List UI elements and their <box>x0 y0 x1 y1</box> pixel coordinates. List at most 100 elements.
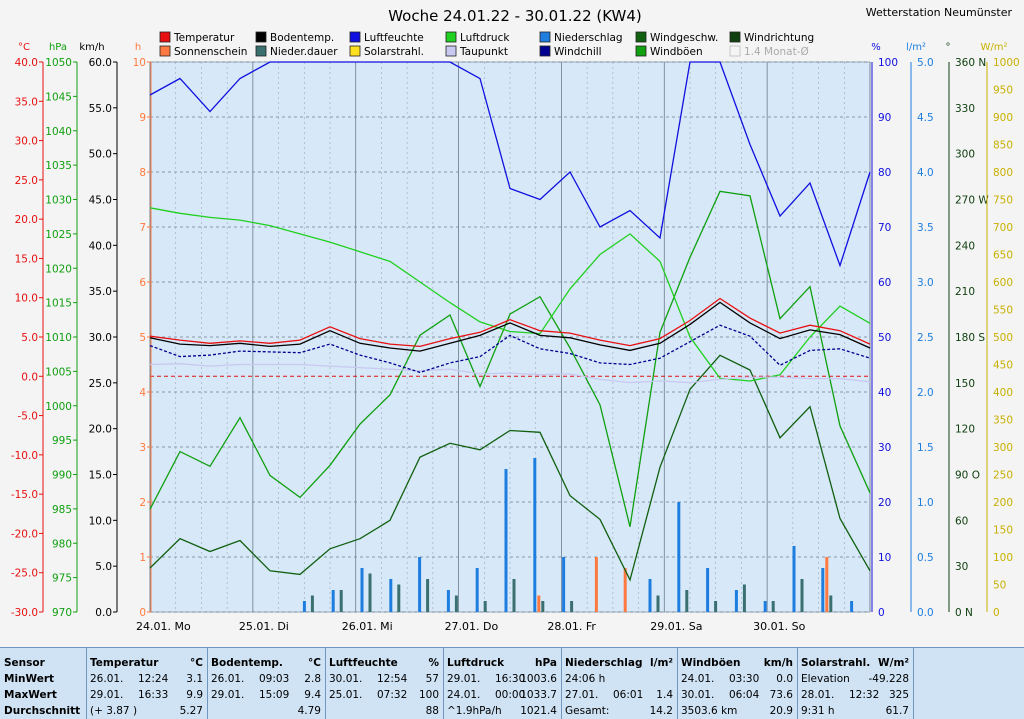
legend-label: Windböen <box>650 46 703 58</box>
axis-unit-left: km/h <box>79 42 104 53</box>
stats-row: 9:31 h 61.7 <box>801 704 909 718</box>
series-line-bodentemp- <box>149 301 871 352</box>
stats-block-unit: l/m² <box>650 657 673 669</box>
bar-niederschlag <box>648 579 652 612</box>
series <box>149 61 871 612</box>
axis-tick-label: 1040 <box>45 126 72 138</box>
stats-block-header: Bodentemp. °C <box>211 656 321 670</box>
stats-block-header: Luftfeuchte% <box>329 656 439 670</box>
stats-block-title: Solarstrahl. <box>801 657 871 669</box>
bar-niederschlag <box>821 568 825 612</box>
stats-cell: 12:24 <box>138 673 169 685</box>
axis-tick-label: 990 <box>52 470 72 482</box>
axis-tick-label: 10 <box>133 57 146 69</box>
axis-tick-label: 1000 <box>993 57 1020 69</box>
stats-cell: 29.01. <box>447 673 481 685</box>
axis-tick-label: 4 <box>139 387 146 399</box>
axis-tick-label: 30.0 <box>15 136 38 148</box>
stats-cell: 29.01. <box>211 689 245 701</box>
axis-tick-label: 1030 <box>45 195 72 207</box>
stats-block-header: Windböen km/h <box>681 656 793 670</box>
stats-block: Temperatur °C 26.01. 12:24 3.1 29.01. 16:33 9.9… <box>86 648 208 719</box>
stats-block: Solarstrahl. W/m² Elevation -49.228 28.01. 12… <box>797 648 914 719</box>
bar-niederschlag <box>331 590 335 612</box>
legend-swatch <box>349 45 361 57</box>
axis-tick-label: -20.0 <box>11 528 38 540</box>
axis-tick-label: 45.0 <box>89 195 112 207</box>
axis-tick-label: 30 <box>878 442 891 454</box>
stats-cell: 30.01. <box>681 689 715 701</box>
stats-row: (+ 3.87 ) 5.27 <box>90 704 203 718</box>
stats-row: 3503.6 km 20.9 <box>681 704 793 718</box>
x-axis-label: 25.01. Di <box>239 620 289 633</box>
axis-tick-label: -30.0 <box>11 607 38 619</box>
legend-swatch <box>255 45 267 57</box>
bar-nieder-dauer <box>685 590 689 612</box>
axis-tick-label: 975 <box>52 573 72 585</box>
bar-niederschlag <box>446 590 450 612</box>
legend-swatch <box>445 45 457 57</box>
stats-block-unit: km/h <box>763 657 793 669</box>
axis-tick-label: 2 <box>139 497 146 509</box>
axis-tick-label: 0 <box>993 607 1000 619</box>
stats-cell: 325 <box>888 689 909 701</box>
legend-label: Taupunkt <box>459 46 508 58</box>
axis-tick-label: 210 <box>955 286 975 298</box>
stats-row: 29.01. 16:33 9.9 <box>90 688 203 702</box>
legend-label: Bodentemp. <box>270 32 334 44</box>
legend-swatch <box>539 31 551 43</box>
stats-block: Windböen km/h 24.01. 03:30 0.0 30.01. 06:04 73.… <box>677 648 798 719</box>
axis-tick-label: 0.0 <box>21 371 38 383</box>
stats-cell: Elevation <box>801 673 850 685</box>
stats-row: Gesamt: 14.2 <box>565 704 673 718</box>
stats-block-header: Luftdruck hPa <box>447 656 557 670</box>
axis-tick-label: 1.5 <box>917 442 934 454</box>
axis-tick-label: 10 <box>878 552 891 564</box>
axis-tick-label: 2.0 <box>917 387 934 399</box>
axis-tick-label: 25.0 <box>89 378 112 390</box>
axis-tick-label: 3 <box>139 442 146 454</box>
bar-nieder-dauer <box>454 595 458 612</box>
stats-cell: 2.8 <box>304 673 321 685</box>
axis-tick-label: 30 <box>955 561 968 573</box>
stats-block-header: Solarstrahl. W/m² <box>801 656 909 670</box>
bar-niederschlag <box>302 601 306 612</box>
stats-cell: 06:04 <box>729 689 760 701</box>
bar-nieder-dauer <box>397 584 401 612</box>
bar-nieder-dauer <box>800 579 804 612</box>
x-axis-label: 30.01. So <box>753 620 805 633</box>
axis-tick-label: 5.0 <box>21 332 38 344</box>
legend-swatch <box>255 31 267 43</box>
axis-tick-label: 25.0 <box>15 175 38 187</box>
axis-tick-label: 90 O <box>955 470 980 482</box>
axis-tick-label: 400 <box>993 387 1013 399</box>
bar-niederschlag <box>850 601 854 612</box>
stats-sensor-title: Sensor <box>4 657 45 669</box>
axis-tick-label: 35.0 <box>15 96 38 108</box>
stats-cell: 1033.7 <box>520 689 557 701</box>
legend-swatch <box>159 45 171 57</box>
stats-cell: 5.27 <box>179 705 203 717</box>
stats-cell: 9.9 <box>186 689 203 701</box>
axis-tick-label: 1015 <box>45 298 72 310</box>
axis-tick-label: 180 S <box>955 332 985 344</box>
stats-label-min: MinWert <box>4 673 55 685</box>
stats-row: 30.01. 06:04 73.6 <box>681 688 793 702</box>
bar-niederschlag <box>562 557 566 612</box>
stats-cell: 3503.6 km <box>681 705 738 717</box>
bar-niederschlag <box>763 601 767 612</box>
axis-tick-label: 150 <box>993 525 1013 537</box>
axis-tick-label: 350 <box>993 415 1013 427</box>
legend-label: Luftfeuchte <box>364 32 424 44</box>
legend: Temperatur Sonnenschein Bodentemp. Nieder.d… <box>159 31 814 58</box>
stats-cell: 24.01. <box>447 689 481 701</box>
x-axis-label: 29.01. Sa <box>650 620 702 633</box>
axis-tick-label: 1050 <box>45 57 72 69</box>
stats-block: Niederschlag l/m² 24:06 h 27.01. 06:01 1.4 Ges… <box>561 648 678 719</box>
axis-tick-label: 100 <box>993 552 1013 564</box>
stats-row: 88 <box>329 704 439 718</box>
axis-tick-label: 1020 <box>45 263 72 275</box>
axis-unit-right: W/m² <box>980 42 1007 53</box>
bar-sonnenschein <box>623 568 627 612</box>
stats-cell: 26.01. <box>90 673 124 685</box>
